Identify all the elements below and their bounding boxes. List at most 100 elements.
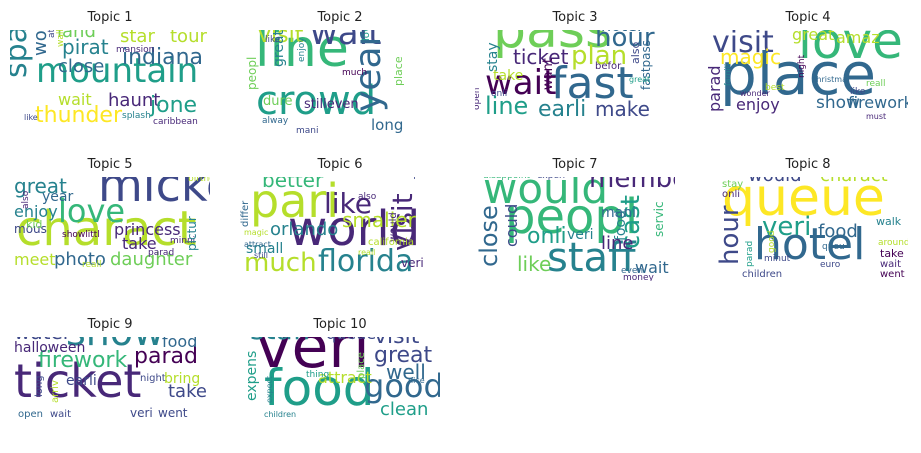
word-much: much bbox=[244, 248, 317, 278]
word-mous: mous bbox=[14, 222, 47, 236]
word-befor: befor bbox=[595, 61, 622, 72]
word-tour: tour bbox=[170, 30, 207, 47]
word-would: would bbox=[748, 177, 802, 186]
word-attract: attract bbox=[244, 240, 271, 249]
word-compar: compar bbox=[394, 177, 428, 180]
word-wonder: wonder bbox=[740, 89, 771, 98]
word-jone: jone bbox=[149, 93, 197, 118]
word-money: money bbox=[623, 273, 655, 281]
word-arriv: arriv bbox=[50, 380, 61, 403]
word-cloud: world pari florida much like visit better small… bbox=[240, 177, 440, 281]
word-went: went bbox=[158, 406, 188, 420]
word-show: show bbox=[816, 93, 860, 113]
topic-panel: Topic 4 place love visit amaz great magic parad… bbox=[708, 10, 908, 134]
word-famili: famili bbox=[723, 64, 732, 86]
word-california: california bbox=[368, 237, 414, 248]
word-space: space bbox=[10, 30, 34, 78]
word-parad: parad bbox=[708, 66, 724, 113]
word-great: great bbox=[792, 30, 834, 44]
word-staff: staff bbox=[547, 235, 637, 281]
word-line: line bbox=[255, 30, 349, 79]
word-went: went bbox=[880, 269, 905, 280]
word-would: would bbox=[388, 212, 399, 242]
word-told: told bbox=[567, 177, 584, 180]
topic-panel: Topic 5 charactmickeylovegreatyearenjoymo… bbox=[10, 157, 210, 281]
word-parad: parad bbox=[745, 241, 755, 267]
word-mani: mani bbox=[601, 205, 636, 221]
word-wait: wait bbox=[485, 63, 556, 103]
word-haunt: haunt bbox=[108, 90, 160, 111]
word-attract: attract bbox=[318, 368, 372, 387]
word-cloud: ticketshowfireworkparadwaterlinetrainbef… bbox=[10, 337, 210, 441]
word-staff: staff bbox=[250, 337, 313, 346]
word-stilleven: stilleven bbox=[304, 97, 359, 112]
panel-title: Topic 6 bbox=[317, 157, 363, 172]
panel-title: Topic 7 bbox=[552, 157, 598, 172]
word-wait: wait bbox=[635, 258, 669, 277]
word-night: night bbox=[797, 54, 807, 78]
word-make: make bbox=[595, 97, 650, 121]
word-stay: stay bbox=[722, 179, 743, 190]
word-indiana: indiana bbox=[122, 45, 203, 70]
word-walk: walk bbox=[56, 30, 66, 47]
word-stay: stay bbox=[485, 42, 501, 72]
word-reall: reall bbox=[82, 260, 102, 270]
word-cloud: place love visit amaz great magic parad enjoy sh… bbox=[708, 30, 908, 134]
word-visit: visit bbox=[258, 30, 304, 48]
word-love: love bbox=[798, 30, 903, 70]
word-year: year bbox=[42, 189, 73, 205]
word-attract: attract bbox=[47, 30, 57, 38]
word-charact: charact bbox=[16, 201, 197, 257]
word-also: also bbox=[629, 41, 642, 64]
panel-title: Topic 1 bbox=[87, 10, 133, 25]
word-close: close bbox=[58, 56, 104, 77]
word-world: world bbox=[288, 201, 420, 257]
word-cloud-svg: charactmickeylovegreatyearenjoymous princ… bbox=[14, 177, 210, 270]
word-take: take bbox=[493, 68, 523, 84]
word-children: children bbox=[264, 410, 296, 419]
word-ticket: ticket bbox=[513, 45, 569, 69]
word-long: long bbox=[371, 116, 403, 134]
word-good: good bbox=[767, 231, 777, 253]
word-visit: visit bbox=[386, 193, 419, 251]
word-water: water bbox=[14, 337, 72, 344]
word-onli: onli bbox=[527, 224, 567, 249]
word-line: line bbox=[485, 92, 528, 120]
word-pirat: pirat bbox=[62, 35, 109, 59]
topic-panel: Topic 9ticketshowfireworkparadwaterlinet… bbox=[10, 317, 210, 441]
word-photo: photo bbox=[54, 249, 106, 270]
word-queue: queue bbox=[326, 337, 376, 343]
word-good: good bbox=[364, 367, 440, 405]
word-food: food bbox=[613, 210, 629, 241]
word-around: around bbox=[878, 238, 908, 248]
word-great: great bbox=[271, 30, 287, 67]
word-year: year bbox=[348, 31, 389, 112]
word-halloween: halloween bbox=[14, 340, 85, 356]
word-well: well bbox=[386, 360, 426, 384]
word-open: open bbox=[18, 409, 43, 420]
word-differ: differ bbox=[240, 200, 251, 227]
word-kid: kid bbox=[26, 218, 42, 231]
word-enjoy: enjoy bbox=[14, 202, 58, 221]
word-cloud: charactmickeylovegreatyearenjoymous princ… bbox=[10, 177, 210, 281]
word-showlittl: showlittl bbox=[62, 230, 100, 240]
word-like: like bbox=[517, 252, 551, 276]
word-member: member bbox=[589, 177, 675, 194]
word-orlando: orlando bbox=[270, 219, 338, 240]
word-queue: queue bbox=[722, 177, 885, 228]
word-veri: veri bbox=[401, 256, 424, 270]
word-love: love bbox=[361, 30, 372, 41]
word-cloud-svg: ticketshowfireworkparadwaterlinetrainbef… bbox=[14, 337, 207, 420]
word-also: also bbox=[358, 192, 377, 202]
word-better: better bbox=[262, 177, 324, 192]
word-love: love bbox=[58, 192, 125, 230]
